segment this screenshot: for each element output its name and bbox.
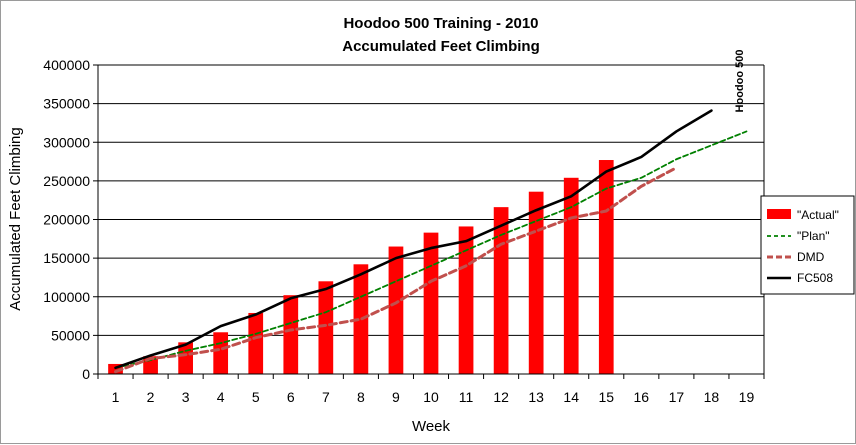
legend-label: "Plan" [797,229,830,243]
x-tick-label: 17 [669,389,685,405]
x-axis-label: Week [412,418,451,435]
bar [213,332,229,374]
x-tick-label: 10 [423,389,439,405]
bar [528,191,544,374]
bar [318,281,334,374]
y-tick-label: 400000 [43,57,90,73]
y-tick-label: 350000 [43,96,90,112]
x-tick-label: 6 [287,389,295,405]
x-tick-label: 12 [493,389,509,405]
y-tick-label: 150000 [43,250,90,266]
x-tick-label: 13 [528,389,544,405]
bar [563,177,579,374]
legend: "Actual" "Plan" DMD FC508 [760,195,855,295]
x-tick-label: 7 [322,389,330,405]
y-tick-label: 300000 [43,134,90,150]
x-tick-label: 9 [392,389,400,405]
legend-label: FC508 [797,271,833,285]
series-line [114,109,713,370]
bar [388,246,404,374]
chart-subtitle: Accumulated Feet Climbing [342,38,540,55]
y-tick-label: 250000 [43,173,90,189]
x-tick-label: 16 [634,389,650,405]
bar [248,312,264,374]
y-tick-label: 0 [82,366,90,382]
x-tick-labels: 1 2 3 4 5 6 7 8 9 10 11 12 13 14 15 16 17 18 19 [112,389,755,405]
bar [598,160,614,374]
bar [283,295,299,374]
x-tick-label: 5 [252,389,260,405]
x-tick-label: 15 [598,389,614,405]
x-tick-label: 1 [112,389,120,405]
bar [493,207,509,374]
y-tick-label: 50000 [51,327,90,343]
x-tick-label: 19 [739,389,755,405]
x-tick-label: 4 [217,389,225,405]
x-tick-label: 2 [147,389,155,405]
x-tick-label: 18 [704,389,720,405]
y-tick-label: 100000 [43,289,90,305]
legend-label: "Actual" [797,208,839,222]
legend-label: DMD [797,250,825,264]
series-line [114,166,678,374]
y-tick-labels: 0 50000 100000 150000 200000 250000 300000 3500… [43,57,90,382]
bar [423,232,439,374]
x-tick-label: 11 [459,389,474,405]
legend-swatch [767,209,791,219]
annotation-label: Hoodoo 500 [734,50,746,113]
series-line [114,130,748,369]
y-axis-label: Accumulated Feet Climbing [7,127,24,310]
chart-title: Hoodoo 500 Training - 2010 [343,15,538,32]
x-tick-label: 3 [182,389,190,405]
x-tick-label: 8 [357,389,365,405]
line-series [114,109,748,374]
x-tick-label: 14 [563,389,579,405]
y-tick-label: 200000 [43,212,90,228]
